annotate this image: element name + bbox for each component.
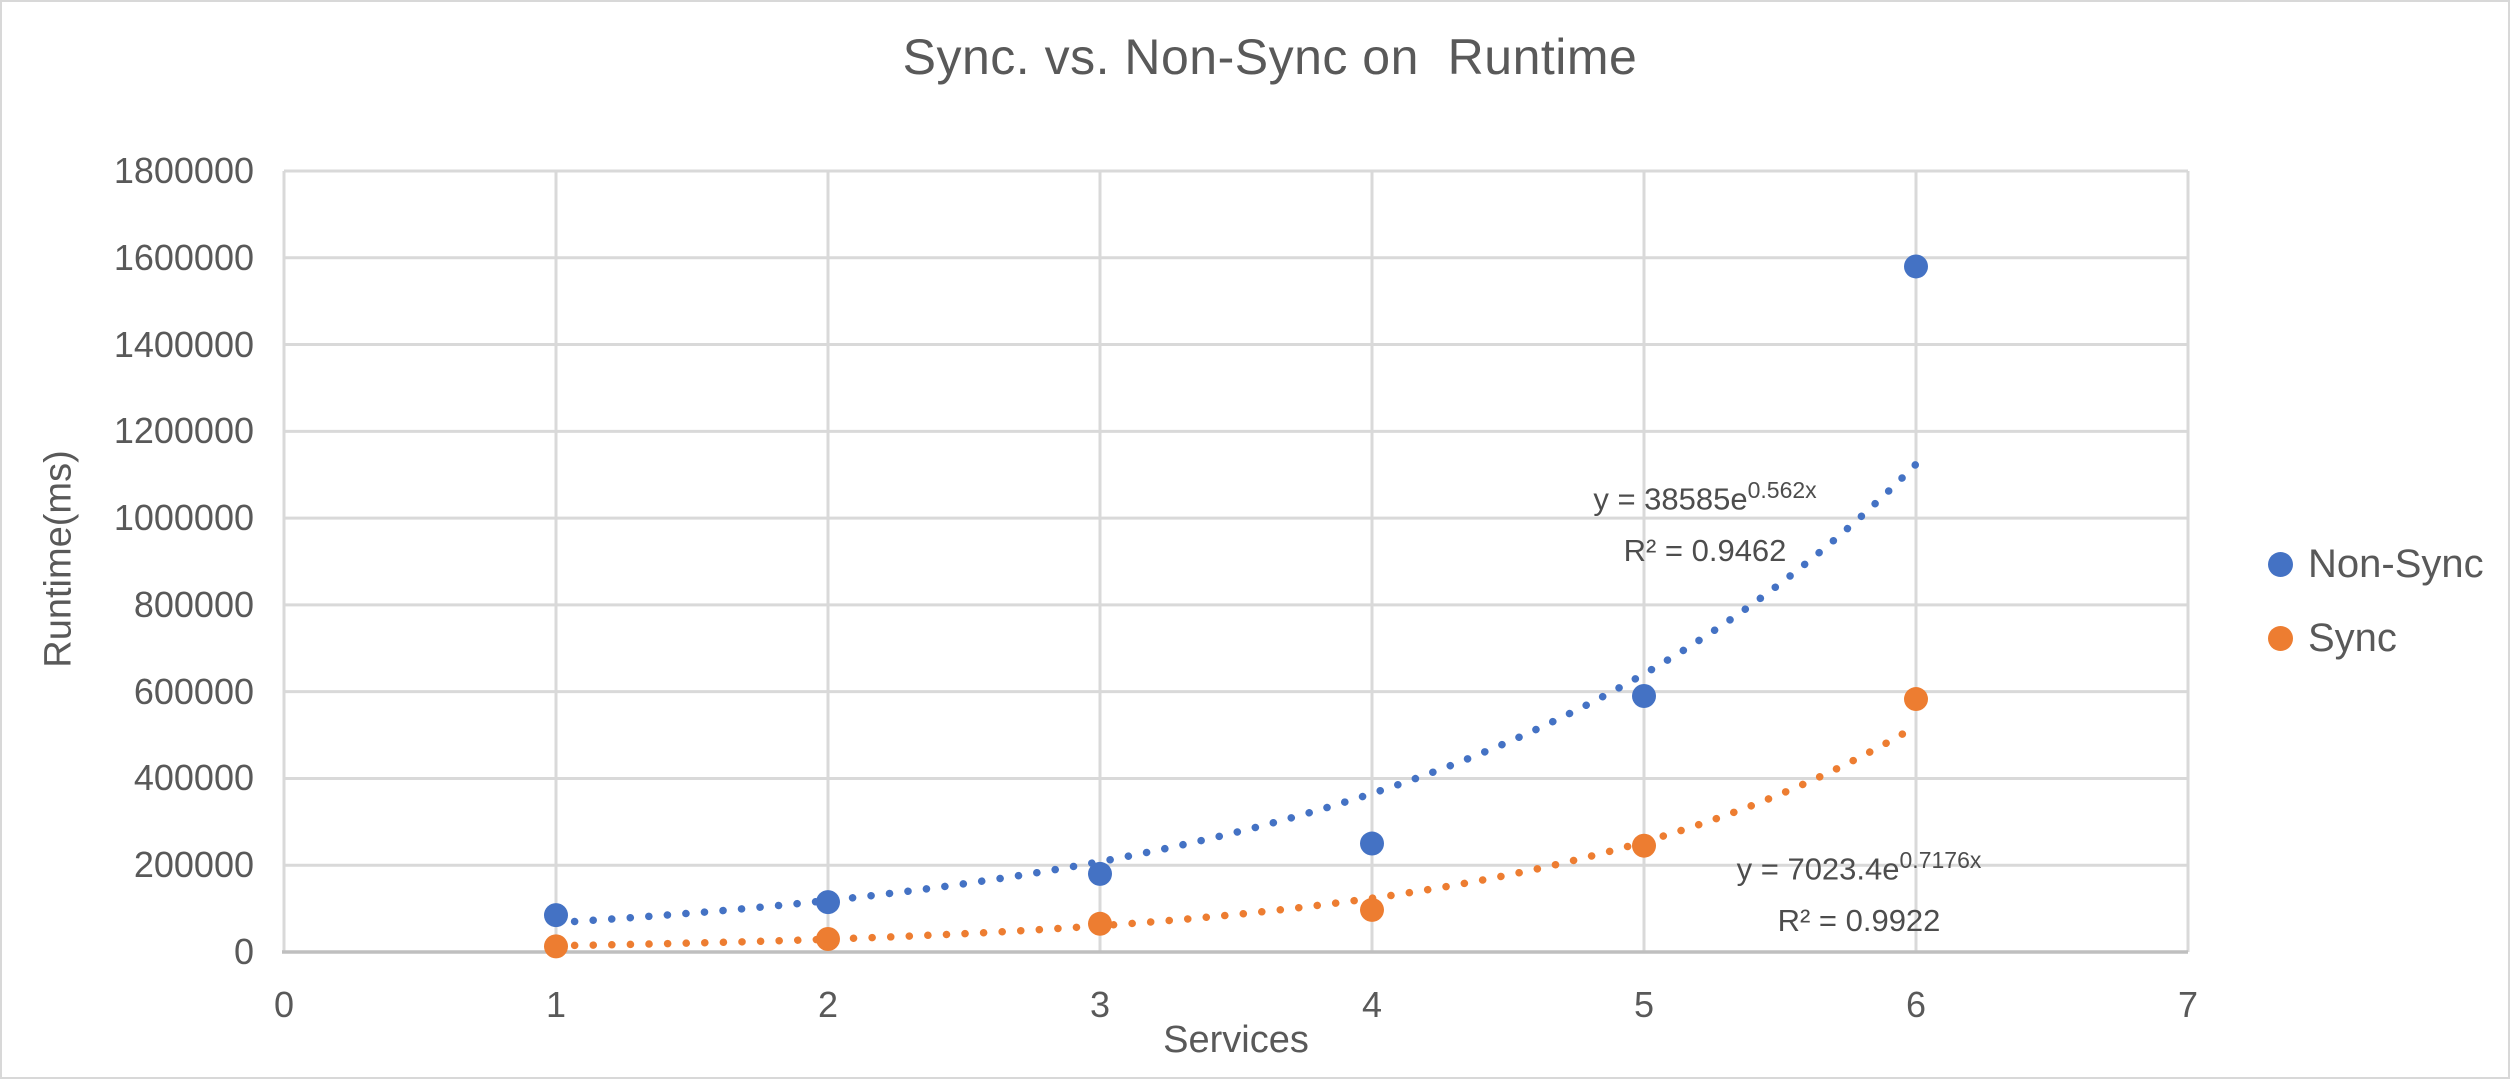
data-point-non-sync-x6 [1904,254,1928,279]
y-tick-label-200000: 200000 [133,844,254,886]
y-tick-label-400000: 400000 [133,757,254,799]
data-point-non-sync-x1 [544,903,568,928]
data-point-sync-x4 [1360,897,1384,922]
legend-label-non-sync: Non-Sync [2308,541,2484,586]
x-tick-label-4: 4 [1361,984,1383,1025]
legend-marker-non-sync [2268,551,2293,577]
y-tick-label-600000: 600000 [133,670,254,712]
x-tick-label-7: 7 [2177,984,2199,1025]
trendline-equation-sync: y = 7023.4e0.7176x R² = 0.9922 [1737,834,1982,947]
trendline-equation-non-sync: y = 38585e0.562x R² = 0.9462 [1593,464,1816,577]
data-point-non-sync-x5 [1632,684,1656,709]
y-tick-label-0: 0 [233,931,254,972]
trendline-equation-non-sync-formula: y = 38585e0.562x [1593,477,1817,517]
data-point-sync-x6 [1904,687,1928,712]
data-point-non-sync-x2 [816,890,840,915]
legend-label-sync: Sync [2308,615,2397,660]
legend-item-sync: Sync [2268,616,2484,660]
legend: Non-Sync Sync [2268,542,2484,660]
legend-marker-sync [2268,625,2293,651]
x-tick-label-2: 2 [817,984,839,1025]
data-point-sync-x3 [1088,911,1112,936]
y-tick-label-1400000: 1400000 [113,323,254,365]
y-tick-label-1000000: 1000000 [113,497,254,539]
data-point-sync-x5 [1632,833,1656,858]
data-point-sync-x1 [544,934,568,959]
chart-title: Sync. vs. Non-Sync on Runtime [902,29,1638,85]
x-tick-label-6: 6 [1905,984,1927,1025]
x-tick-label-5: 5 [1633,984,1655,1025]
trendline-r2-sync: R² = 0.9922 [1777,903,1941,939]
y-tick-label-1200000: 1200000 [113,410,254,452]
y-tick-label-1600000: 1600000 [113,236,254,278]
data-point-sync-x2 [816,926,840,951]
x-tick-label-1: 1 [545,984,567,1025]
trendline-r2-non-sync: R² = 0.9462 [1623,533,1787,569]
trendline-equation-sync-formula: y = 7023.4e0.7176x [1736,847,1982,887]
x-axis-title: Services [1163,1019,1309,1061]
trendline-non-sync [552,460,1920,927]
x-tick-label-0: 0 [273,984,295,1025]
y-tick-label-800000: 800000 [133,583,254,625]
trendline-sync [552,722,1920,950]
data-point-non-sync-x4 [1360,831,1384,856]
data-point-non-sync-x3 [1088,861,1112,886]
y-axis-title: Runtime(ms) [37,450,80,668]
y-tick-label-1800000: 1800000 [113,150,254,191]
x-tick-label-3: 3 [1089,984,1111,1025]
legend-item-non-sync: Non-Sync [2268,542,2484,586]
